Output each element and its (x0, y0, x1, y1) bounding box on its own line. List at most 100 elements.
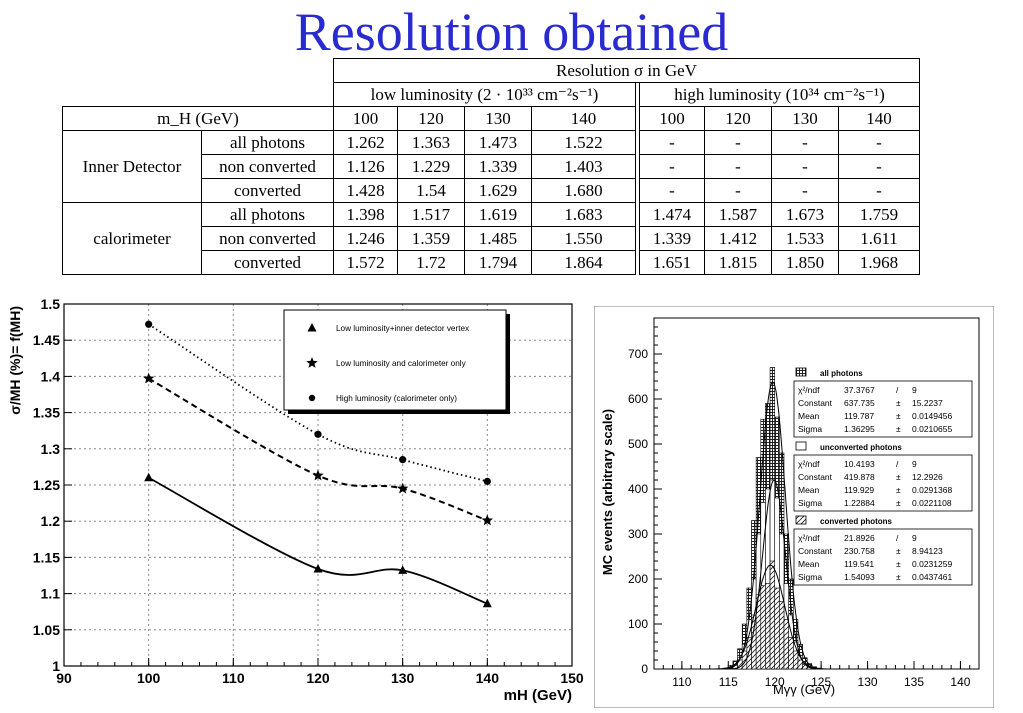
histogram-bin (789, 638, 794, 670)
table-cell: - (640, 131, 705, 155)
stats-value: 10.4193 (844, 459, 875, 469)
table-cell: 1.587 (705, 203, 772, 227)
x-tick-label: 110 (672, 675, 691, 689)
table-cell: 1.72 (398, 251, 465, 275)
mass-cell: 140 (839, 107, 920, 131)
y-tick-label: 1.4 (41, 368, 61, 384)
x-axis-label: Mγγ (GeV) (773, 682, 835, 697)
stats-key: Constant (798, 546, 833, 556)
table-cell: - (772, 179, 839, 203)
stats-sep: ± (896, 559, 901, 569)
stats-sep: ± (896, 498, 901, 508)
legend-label: High luminosity (calorimeter only) (336, 394, 457, 403)
y-tick-label: 1.2 (41, 513, 61, 529)
table-cell: 1.403 (532, 155, 636, 179)
y-tick-label: 1.1 (41, 586, 61, 602)
histogram-bin (779, 602, 784, 670)
stats-key: Mean (798, 485, 820, 495)
y-tick-label: 1.45 (33, 332, 60, 348)
stats-sep: ± (896, 398, 901, 408)
stats-value: 1.22884 (844, 498, 875, 508)
row-label: non converted (202, 155, 334, 179)
stats-swatch (796, 442, 806, 450)
table-cell: 1.412 (705, 227, 772, 251)
data-point-circle (484, 478, 491, 485)
x-tick-label: 135 (904, 675, 924, 689)
x-tick-label: 140 (950, 675, 970, 689)
stats-title: converted photons (820, 517, 893, 526)
histogram-bin (770, 561, 775, 669)
stats-error: 15.2237 (912, 398, 943, 408)
row-label: all photons (202, 131, 334, 155)
histogram-bin (784, 620, 789, 670)
data-point-circle (145, 321, 152, 328)
table-cell: 1.619 (465, 203, 532, 227)
histogram-bin (793, 651, 798, 669)
table-cell: 1.968 (839, 251, 920, 275)
y-axis-label: MC events (arbitrary scale) (600, 409, 615, 575)
table-cell: - (705, 155, 772, 179)
row-label: converted (202, 251, 334, 275)
table-mass-row: m_H (GeV) 100 120 130 140 100 120 130 14… (63, 107, 920, 131)
table-cell: 1.550 (532, 227, 636, 251)
table-cell: 1.864 (532, 251, 636, 275)
stats-error: 9 (912, 385, 917, 395)
histogram-bin (747, 638, 752, 670)
table-cell: 1.363 (398, 131, 465, 155)
data-point-circle (314, 431, 321, 438)
stats-error: 0.0291368 (912, 485, 952, 495)
table-cell: - (839, 131, 920, 155)
stats-sep: ± (896, 485, 901, 495)
histogram-bin (798, 660, 803, 669)
table-cell: 1.54 (398, 179, 465, 203)
table-cell: 1.359 (398, 227, 465, 251)
stats-error: 9 (912, 533, 917, 543)
stats-value: 419.878 (844, 472, 875, 482)
x-tick-label: 150 (560, 670, 584, 686)
resolution-table: Resolution σ in GeV low luminosity (2 · … (62, 58, 920, 275)
histogram-bin (761, 586, 766, 669)
mass-cell: 100 (334, 107, 398, 131)
y-tick-label: 100 (628, 617, 648, 631)
table-cell: 1.680 (532, 179, 636, 203)
table-cell: - (640, 179, 705, 203)
y-axis-label: σ/MH (%)= f(MH) (7, 306, 23, 415)
stats-key: χ²/ndf (798, 459, 820, 469)
table-cell: 1.428 (334, 179, 398, 203)
mass-cell: 120 (705, 107, 772, 131)
table-cell: 1.473 (465, 131, 532, 155)
stats-error: 0.0210655 (912, 424, 952, 434)
stats-swatch (796, 368, 806, 376)
table-cell: 1.651 (640, 251, 705, 275)
legend-label: Low luminosity+inner detector vertex (336, 324, 469, 333)
table-row: calorimeter all photons 1.398 1.517 1.61… (63, 203, 920, 227)
y-tick-label: 1.05 (33, 622, 60, 638)
x-tick-label: 140 (476, 670, 500, 686)
x-tick-label: 100 (137, 670, 161, 686)
table-cell: - (839, 155, 920, 179)
mass-cell: 130 (465, 107, 532, 131)
stats-title: unconverted photons (820, 443, 902, 452)
stats-key: χ²/ndf (798, 385, 820, 395)
table-cell: - (705, 179, 772, 203)
stats-sep: ± (896, 546, 901, 556)
table-row: Inner Detector all photons 1.262 1.363 1… (63, 131, 920, 155)
table-cell: 1.339 (640, 227, 705, 251)
stats-key: Sigma (798, 498, 822, 508)
table-cell: 1.794 (465, 251, 532, 275)
table-cell: 1.262 (334, 131, 398, 155)
stats-value: 21.8926 (844, 533, 875, 543)
row-label: non converted (202, 227, 334, 251)
legend-label: Low luminosity and calorimeter only (336, 359, 467, 368)
y-tick-label: 1.5 (41, 296, 61, 312)
stats-error: 0.0437461 (912, 572, 952, 582)
stats-value: 1.36295 (844, 424, 875, 434)
mass-cell: 100 (640, 107, 705, 131)
stats-value: 37.3767 (844, 385, 875, 395)
table-cell: 1.485 (465, 227, 532, 251)
table-cell: 1.398 (334, 203, 398, 227)
stats-value: 119.929 (844, 485, 874, 495)
stats-key: Mean (798, 411, 820, 421)
group-label: calorimeter (63, 203, 202, 275)
